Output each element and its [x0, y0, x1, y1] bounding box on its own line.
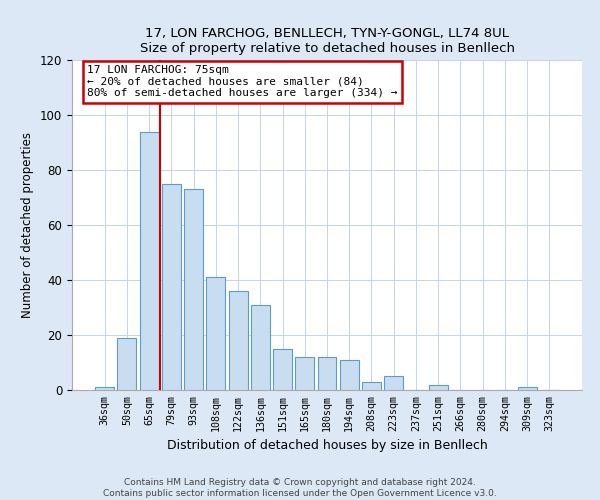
- Bar: [362, 382, 381, 390]
- Title: 17, LON FARCHOG, BENLLECH, TYN-Y-GONGL, LL74 8UL
Size of property relative to de: 17, LON FARCHOG, BENLLECH, TYN-Y-GONGL, …: [139, 26, 515, 54]
- Bar: [95, 387, 114, 390]
- Bar: [140, 132, 158, 390]
- Bar: [118, 338, 136, 390]
- Y-axis label: Number of detached properties: Number of detached properties: [22, 132, 34, 318]
- X-axis label: Distribution of detached houses by size in Benllech: Distribution of detached houses by size …: [167, 439, 487, 452]
- Bar: [518, 387, 536, 390]
- Bar: [273, 349, 292, 390]
- Bar: [162, 184, 181, 390]
- Bar: [251, 304, 270, 390]
- Text: Contains HM Land Registry data © Crown copyright and database right 2024.
Contai: Contains HM Land Registry data © Crown c…: [103, 478, 497, 498]
- Bar: [317, 357, 337, 390]
- Bar: [295, 357, 314, 390]
- Bar: [384, 376, 403, 390]
- Bar: [340, 360, 359, 390]
- Bar: [184, 189, 203, 390]
- Bar: [229, 291, 248, 390]
- Bar: [206, 277, 225, 390]
- Text: 17 LON FARCHOG: 75sqm
← 20% of detached houses are smaller (84)
80% of semi-deta: 17 LON FARCHOG: 75sqm ← 20% of detached …: [88, 65, 398, 98]
- Bar: [429, 384, 448, 390]
